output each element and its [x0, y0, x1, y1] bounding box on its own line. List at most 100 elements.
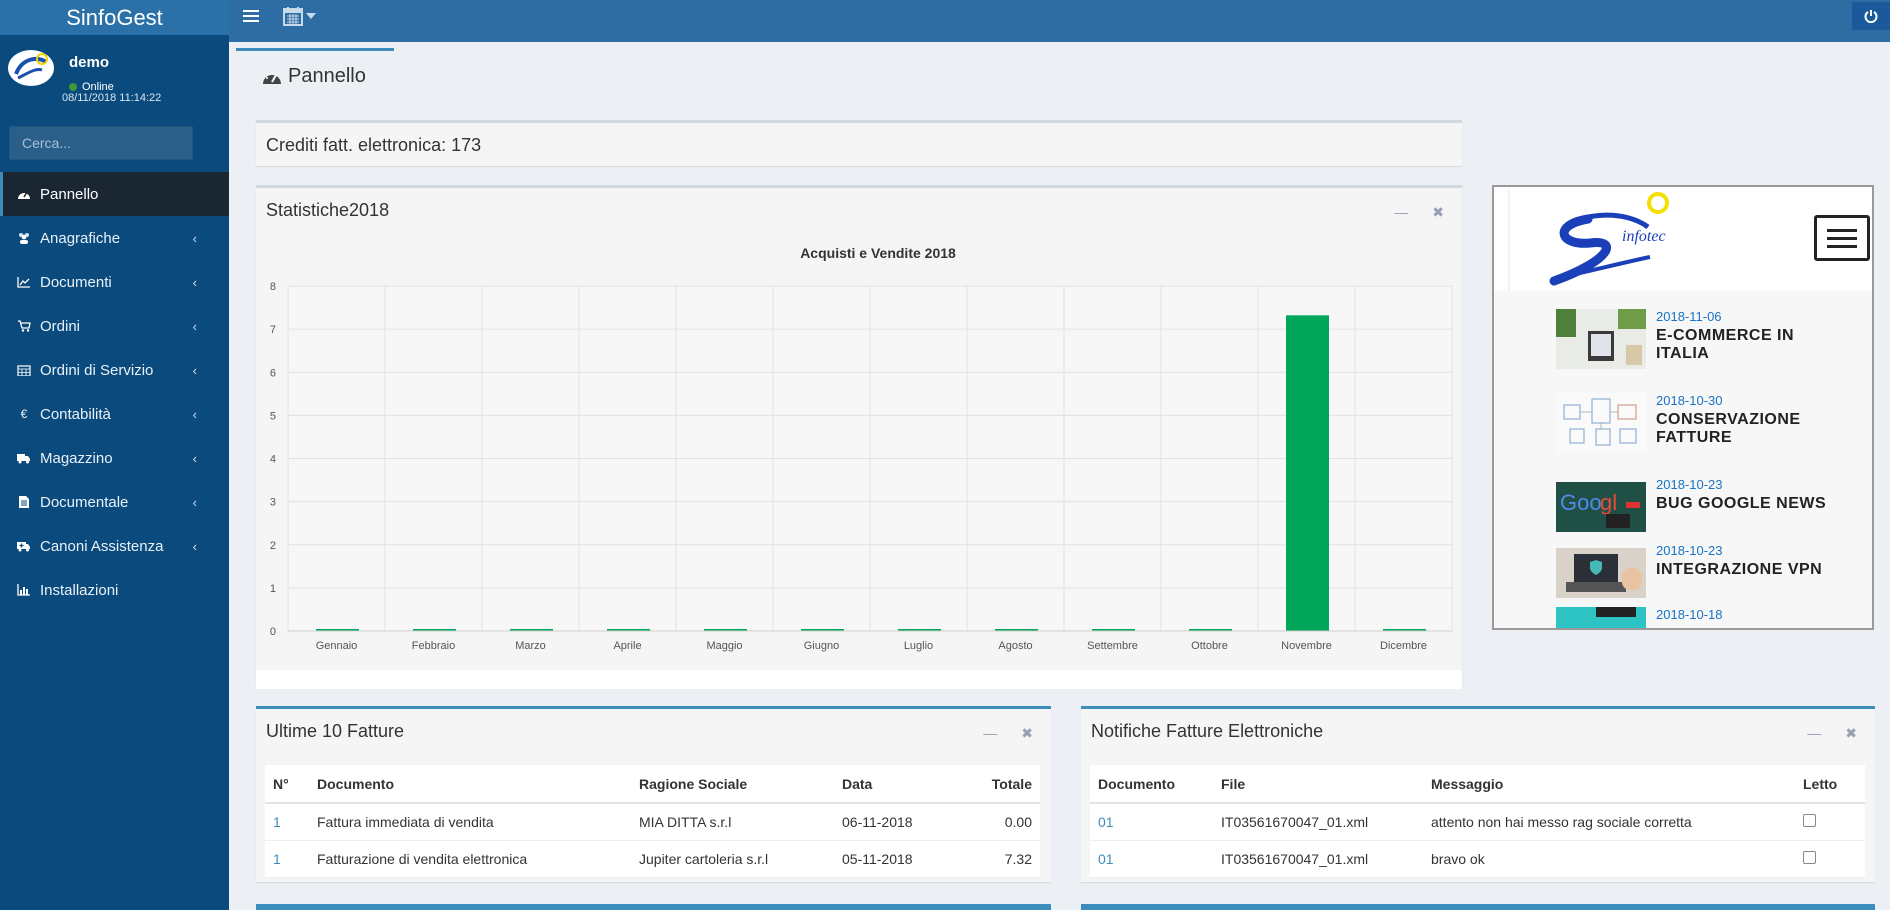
news-date: 2018-11-06: [1656, 309, 1722, 324]
news-title: INTEGRAZIONE VPN: [1656, 561, 1823, 578]
dashboard-icon: [263, 71, 281, 84]
close-icon[interactable]: ✖: [1845, 725, 1857, 741]
column-header[interactable]: File: [1213, 765, 1423, 804]
column-header[interactable]: Totale: [954, 765, 1040, 804]
sidebar-item-ordini[interactable]: Ordini ‹: [0, 304, 229, 348]
chevron-left-icon: ‹: [192, 362, 197, 378]
table-cell: Fatturazione di vendita elettronica: [309, 840, 631, 878]
sidebar-menu: Pannello Anagrafiche ‹ Documenti ‹ Ordin…: [0, 172, 229, 612]
sidebar-item-contabilita[interactable]: € Contabilità ‹: [0, 392, 229, 436]
column-header[interactable]: Documento: [1090, 765, 1213, 804]
table-header-row: Documento File Messaggio Letto: [1090, 765, 1865, 804]
column-header[interactable]: Letto: [1795, 765, 1865, 804]
column-header[interactable]: Data: [834, 765, 954, 804]
chart-title: Acquisti e Vendite 2018: [800, 245, 956, 261]
column-header[interactable]: Documento: [309, 765, 631, 804]
table-cell: bravo ok: [1423, 840, 1795, 878]
users-icon: [16, 231, 32, 245]
sidebar-item-magazzino[interactable]: Magazzino ‹: [0, 436, 229, 480]
sidebar-item-label: Anagrafiche: [40, 229, 121, 247]
chart-bar: [413, 629, 456, 631]
logout-button[interactable]: [1852, 2, 1890, 30]
x-tick-label: Dicembre: [1380, 640, 1427, 652]
avatar: [8, 50, 54, 86]
app-logo[interactable]: SinfoGest: [0, 0, 229, 35]
x-tick-label: Novembre: [1281, 640, 1332, 652]
table-cell: IT03561670047_01.xml: [1213, 840, 1423, 878]
news-menu-button[interactable]: [1814, 215, 1870, 261]
user-datetime: 08/11/2018 11:14:22: [62, 92, 162, 104]
credits-box: Crediti fatt. elettronica: 173: [256, 120, 1462, 166]
sidebar-item-label: Pannello: [40, 185, 99, 203]
y-tick-label: 4: [270, 454, 276, 466]
table-cell: 06-11-2018: [834, 803, 954, 841]
read-checkbox[interactable]: [1803, 813, 1816, 827]
chart-bar: [801, 629, 844, 631]
close-icon[interactable]: ✖: [1021, 725, 1033, 741]
topbar: [229, 0, 1890, 42]
sidebar-item-canoni-assistenza[interactable]: Canoni Assistenza ‹: [0, 524, 229, 568]
table-row[interactable]: 1 Fatturazione di vendita elettronica Ju…: [265, 840, 1040, 878]
sidebar-item-documentale[interactable]: Documentale ‹: [0, 480, 229, 524]
invoice-number-link[interactable]: 1: [265, 840, 309, 878]
minimize-icon[interactable]: —: [1807, 725, 1822, 741]
box-tools: — ✖: [1807, 725, 1857, 742]
search-input[interactable]: Cerca...: [9, 126, 193, 160]
news-title: CONSERVAZIONE FATTURE: [1656, 411, 1801, 446]
caret-down-icon: [306, 13, 316, 19]
sidebar-item-label: Contabilità: [40, 405, 111, 423]
chevron-left-icon: ‹: [192, 494, 197, 510]
minimize-icon[interactable]: —: [1394, 204, 1409, 220]
document-link[interactable]: 01: [1090, 840, 1213, 878]
chevron-left-icon: ‹: [192, 318, 197, 334]
table-row[interactable]: 01 IT03561670047_01.xml bravo ok: [1090, 840, 1865, 878]
chart-bar: [1286, 315, 1329, 631]
table-header-row: N° Documento Ragione Sociale Data Totale: [265, 765, 1040, 804]
column-header[interactable]: Messaggio: [1423, 765, 1795, 804]
menu-toggle-icon[interactable]: [243, 10, 259, 22]
vpn-thumb: [1556, 548, 1646, 598]
minimize-icon[interactable]: —: [983, 725, 998, 741]
table-cell: 7.32: [954, 840, 1040, 878]
sidebar-item-anagrafiche[interactable]: Anagrafiche ‹: [0, 216, 229, 260]
column-header[interactable]: N°: [265, 765, 309, 804]
notifications-title: Notifiche Fatture Elettroniche: [1091, 721, 1324, 741]
news-header: infotec: [1510, 187, 1872, 291]
table-cell: 05-11-2018: [834, 840, 954, 878]
conservazione-thumb: [1556, 393, 1646, 453]
y-tick-label: 2: [270, 540, 276, 552]
calendar-icon: [16, 363, 32, 377]
table-cell: MIA DITTA s.r.l: [631, 803, 834, 841]
bar-chart-icon: [16, 583, 32, 597]
chart-footer: [256, 670, 1462, 689]
document-link[interactable]: 01: [1090, 803, 1213, 841]
chart-bar: [898, 629, 941, 631]
chart-bar: [1383, 629, 1426, 631]
calendar-dropdown-button[interactable]: [283, 6, 316, 26]
close-icon[interactable]: ✖: [1432, 204, 1444, 220]
news-date: 2018-10-18: [1656, 607, 1723, 622]
table-cell: attento non hai messo rag sociale corret…: [1423, 803, 1795, 841]
x-tick-label: Maggio: [706, 640, 742, 652]
invoice-number-link[interactable]: 1: [265, 803, 309, 841]
sidebar-item-documenti[interactable]: Documenti ‹: [0, 260, 229, 304]
x-tick-label: Giugno: [804, 640, 839, 652]
table-row[interactable]: 1 Fattura immediata di vendita MIA DITTA…: [265, 803, 1040, 841]
dashboard-icon: [16, 187, 32, 201]
e-invoice-notifications-box: Notifiche Fatture Elettroniche — ✖ Docum…: [1081, 706, 1875, 882]
sidebar-item-pannello[interactable]: Pannello: [0, 172, 229, 216]
chart-bar: [316, 629, 359, 631]
column-header[interactable]: Ragione Sociale: [631, 765, 834, 804]
next-box-top-border: [1081, 904, 1875, 910]
sidebar-item-label: Documenti: [40, 273, 112, 291]
sales-chart: Acquisti e Vendite 2018 0 1 2 3 4 5 6 7 8 Gennaio F…: [270, 245, 1453, 652]
chevron-left-icon: ‹: [192, 450, 197, 466]
app-title: SinfoGest: [66, 4, 163, 30]
y-tick-label: 8: [270, 281, 276, 293]
sidebar-item-ordini-servizio[interactable]: Ordini di Servizio ‹: [0, 348, 229, 392]
read-checkbox[interactable]: [1803, 850, 1816, 864]
sidebar-item-installazioni[interactable]: Installazioni: [0, 568, 229, 612]
x-tick-label: Gennaio: [316, 640, 358, 652]
table-row[interactable]: 01 IT03561670047_01.xml attento non hai …: [1090, 803, 1865, 841]
